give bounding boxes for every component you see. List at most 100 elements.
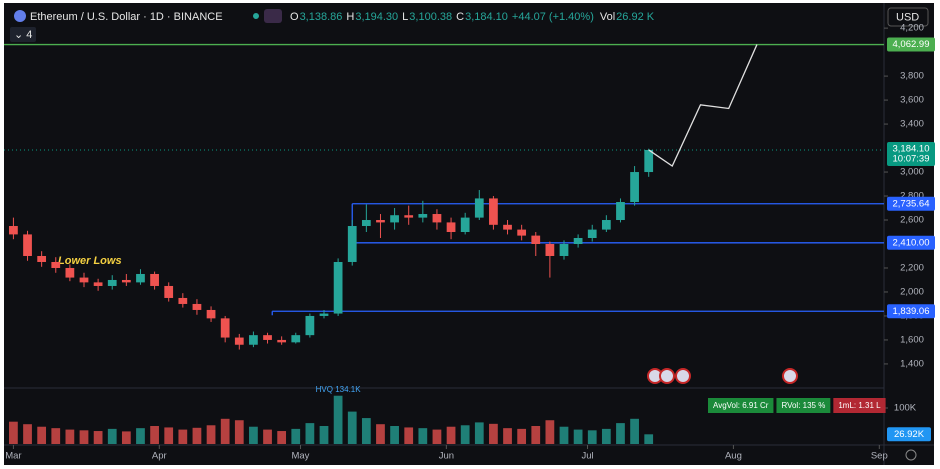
currency[interactable]: USD [896,11,919,23]
volume-bar [573,429,583,444]
volume-last-tag [887,427,931,442]
volume-bar [319,426,329,444]
x-tick-label: Aug [725,451,742,462]
y-tick-label: 3,600 [900,95,924,106]
plugin-icon[interactable] [264,9,282,23]
event-icon[interactable] [659,368,675,384]
volume-bar [432,429,442,444]
volume-bar [220,418,230,444]
candle-body [460,217,470,233]
level-tag [887,304,935,319]
volume-bar [376,424,385,444]
candle-body [319,313,329,316]
candle-body [503,224,512,230]
volume-bar [178,429,188,444]
volume-bar [474,422,484,444]
candle-body [517,229,527,236]
change: +44.07 (+1.40%) [512,11,594,23]
ohlc-label: C [456,11,464,23]
candle-body [587,229,597,239]
level-label: 2,735.64 [893,198,930,209]
last-price-tag [887,141,935,166]
candle-body [234,337,244,345]
candle-body [263,335,272,340]
candle-body [164,285,174,298]
volume-bar [65,429,75,444]
y-tick-label: 2,600 [900,215,924,226]
volume-bar [531,426,541,444]
x-tick-label: Mar [5,451,21,462]
candle-body [93,282,103,286]
volume-badge-text: AvgVol: 6.91 Cr [713,401,769,410]
candle-body [446,222,456,233]
candle-body [559,243,569,256]
volume-bar [630,418,639,444]
candle-body [9,226,18,235]
level-label: 2,410.00 [893,237,930,248]
candle-body [418,214,428,218]
volume-bar [489,423,498,444]
volume-bar [136,428,145,444]
candle-body [630,172,639,203]
ohlc-value: 3,100.38 [409,11,452,23]
candle-body [136,273,145,283]
volume-bar [305,423,315,444]
level-tag [887,235,935,250]
volume-bar [37,426,47,444]
projection-line [648,44,758,168]
volume-bar [644,434,654,444]
status-dot [253,13,259,19]
symbol-icon [14,10,26,22]
y-tick-label: 1,400 [900,358,924,369]
y-tick-label: 3,400 [900,119,924,130]
volume-bar [23,424,32,444]
volume-bar [361,418,371,444]
ohlc-label: L [402,11,408,23]
candle-body [474,198,484,218]
symbol-title: Ethereum / U.S. Dollar · 1D · BINANCE [30,11,223,23]
chart-background [4,3,934,465]
hvq-label: HVQ 134.1K [316,385,362,394]
volume-bar [206,425,216,444]
volume-bar [616,423,625,444]
candle-body [249,335,258,345]
indicator-count[interactable]: ⌄ 4 [14,29,32,41]
settings-icon[interactable] [905,449,917,461]
candle-body [107,279,117,286]
volume-last-label: 26.92K [894,429,925,440]
last-price-label: 3,184.10 [893,143,930,154]
volume-bar [192,427,202,444]
volume-bar [347,411,357,444]
candle-body [432,214,442,223]
volume-bar [121,431,131,444]
level-tag [887,196,935,211]
event-icon[interactable] [675,368,691,384]
y-tick-label: 3,800 [900,71,924,82]
level-tag [887,37,935,52]
volume-bar [107,428,117,444]
volume-bar [587,430,597,444]
volume-bar [93,431,103,444]
x-tick-label: Apr [152,451,167,462]
volume-badge-text: RVol: 135 % [781,401,825,410]
candle-body [333,261,343,314]
volume-bar [79,430,89,444]
candle-body [601,220,611,230]
indicator-toggle[interactable] [10,27,36,42]
indicator-count-value: 4 [26,29,32,41]
y-tick-label: 3,000 [900,167,924,178]
volume-badge [833,398,886,413]
candle-body [291,335,301,343]
volume-bar [249,426,258,444]
x-tick-label: Sep [871,451,888,462]
volume-bar [9,421,18,444]
event-icon[interactable] [782,368,798,384]
candle-body [489,198,498,225]
volume-bar [234,420,244,444]
countdown: 10:07:39 [893,153,930,164]
volume-badge [708,398,774,413]
volume-bar [503,428,512,444]
volume-bar [418,428,428,444]
currency-button[interactable] [887,7,929,27]
